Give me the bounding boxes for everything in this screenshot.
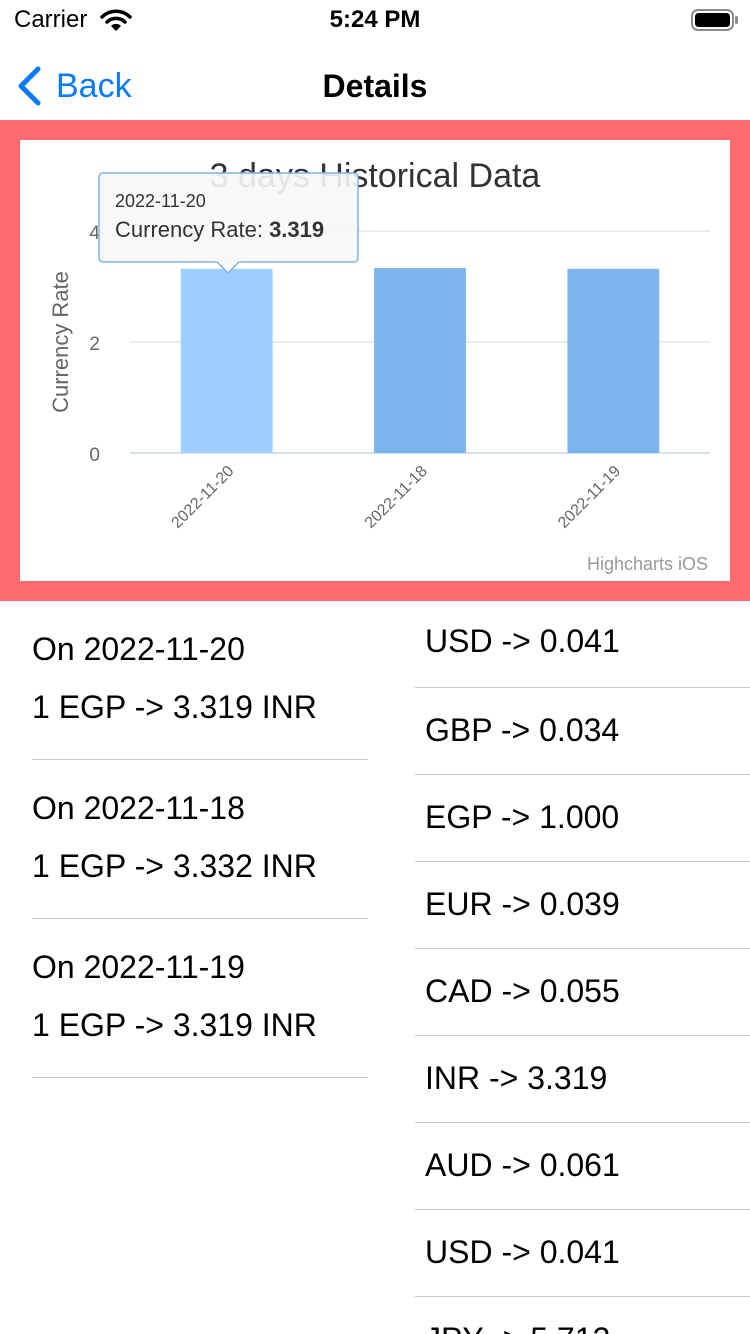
history-row[interactable]: On 2022-11-20 1 EGP -> 3.319 INR bbox=[32, 601, 368, 760]
y-tick-label: 0 bbox=[89, 445, 100, 466]
history-date: On 2022-11-20 bbox=[32, 631, 245, 667]
chart-bar[interactable] bbox=[180, 268, 273, 453]
battery-icon bbox=[691, 9, 738, 31]
rate-text: USD -> 0.041 bbox=[425, 1234, 620, 1270]
rate-row[interactable]: EGP -> 1.000 bbox=[415, 775, 750, 862]
rate-text: GBP -> 0.034 bbox=[425, 712, 620, 748]
back-label: Back bbox=[56, 66, 132, 105]
tooltip-rate-value: 3.319 bbox=[269, 217, 324, 242]
rate-row[interactable]: USD -> 0.041 bbox=[415, 1210, 750, 1297]
tooltip-pointer-cover bbox=[215, 258, 241, 262]
rate-row[interactable]: USD -> 0.041 bbox=[415, 601, 750, 688]
rate-text: EGP -> 1.000 bbox=[425, 799, 620, 835]
back-button[interactable]: Back bbox=[16, 64, 132, 108]
rate-row[interactable]: GBP -> 0.034 bbox=[415, 688, 750, 775]
rate-text: AUD -> 0.061 bbox=[425, 1147, 620, 1183]
rate-text: EUR -> 0.039 bbox=[425, 886, 620, 922]
y-tick-label: 2 bbox=[89, 334, 100, 355]
rate-text: CAD -> 0.055 bbox=[425, 973, 620, 1009]
rate-row[interactable]: JPY -> 5.712 bbox=[415, 1297, 750, 1334]
y-tick-label: 4 bbox=[89, 223, 100, 244]
tooltip-rate-label: Currency Rate: bbox=[115, 217, 269, 242]
rate-row[interactable]: AUD -> 0.061 bbox=[415, 1123, 750, 1210]
status-time: 5:24 PM bbox=[329, 6, 421, 33]
history-rate: 1 EGP -> 3.332 INR bbox=[32, 848, 317, 884]
tooltip-pointer bbox=[215, 260, 241, 275]
page-title: Details bbox=[322, 68, 428, 104]
rate-row[interactable]: EUR -> 0.039 bbox=[415, 862, 750, 949]
history-date: On 2022-11-19 bbox=[32, 949, 245, 985]
carrier-label: Carrier bbox=[14, 6, 88, 33]
chart-container: 0 2 4 2022-11-20 2022-11-18 2022-11-19 3 days… bbox=[0, 120, 750, 601]
y-axis-title: Currency Rate bbox=[48, 271, 73, 413]
wifi-icon bbox=[100, 9, 132, 31]
rate-row[interactable]: INR -> 3.319 bbox=[415, 1036, 750, 1123]
chart-credits[interactable]: Highcharts iOS bbox=[587, 554, 708, 574]
chart-tooltip: 2022-11-20 Currency Rate: 3.319 bbox=[98, 172, 359, 275]
rate-text: USD -> 0.041 bbox=[425, 623, 620, 659]
tooltip-rate: Currency Rate: 3.319 bbox=[115, 217, 324, 242]
rate-text: JPY -> 5.712 bbox=[425, 1321, 610, 1334]
navigation-bar: Back Details bbox=[0, 44, 750, 120]
history-rate: 1 EGP -> 3.319 INR bbox=[32, 1007, 317, 1043]
history-row[interactable]: On 2022-11-18 1 EGP -> 3.332 INR bbox=[32, 760, 368, 919]
tooltip-date: 2022-11-20 bbox=[115, 191, 206, 211]
chart-bar[interactable] bbox=[374, 268, 466, 453]
history-date: On 2022-11-18 bbox=[32, 790, 245, 826]
history-row[interactable]: On 2022-11-19 1 EGP -> 3.319 INR bbox=[32, 919, 368, 1078]
rates-list[interactable]: USD -> 0.041 GBP -> 0.034 EGP -> 1.000 E… bbox=[415, 601, 750, 1334]
chart-bar[interactable] bbox=[567, 268, 660, 453]
rate-text: INR -> 3.319 bbox=[425, 1060, 608, 1096]
chevron-left-icon bbox=[18, 66, 41, 106]
status-bar: Carrier 5:24 PM bbox=[0, 0, 750, 40]
rate-row[interactable]: CAD -> 0.055 bbox=[415, 949, 750, 1036]
history-rate: 1 EGP -> 3.319 INR bbox=[32, 689, 317, 725]
